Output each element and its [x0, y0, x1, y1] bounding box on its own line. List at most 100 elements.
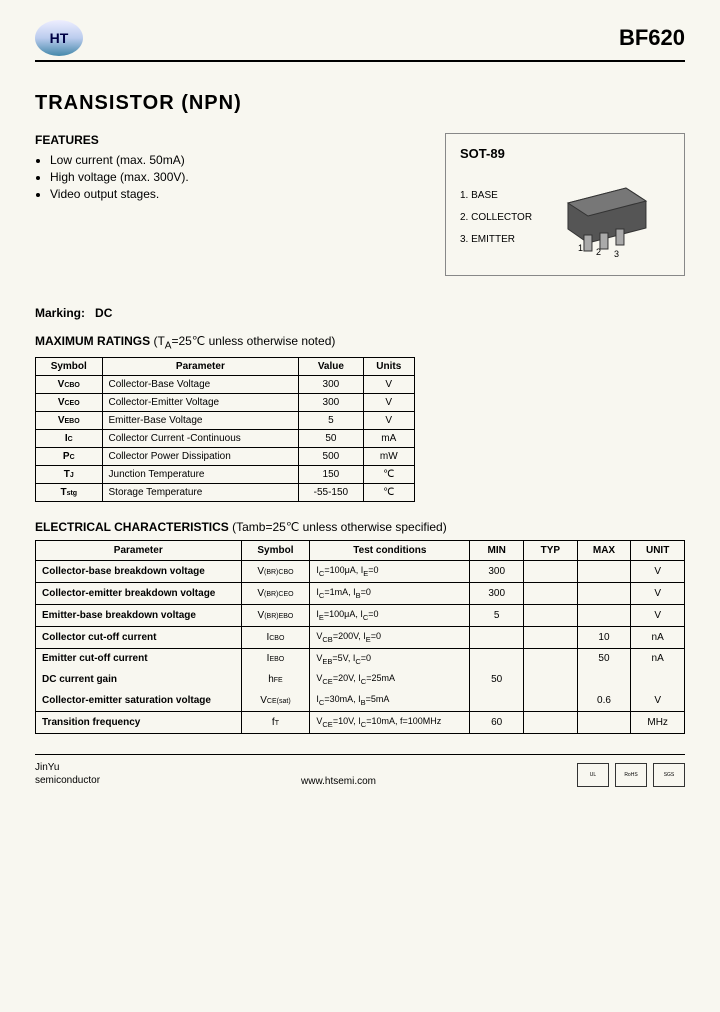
symbol-cell: V(BR)CEO	[241, 583, 310, 605]
param-cell: Emitter cut-off current	[36, 648, 242, 669]
min-cell: 300	[470, 583, 524, 605]
electrical-heading: ELECTRICAL CHARACTERISTICS (Tamb=25℃ unl…	[35, 520, 685, 534]
table-row: Collector cut-off current ICBO VCB=200V,…	[36, 626, 685, 648]
footer-url: www.htsemi.com	[301, 776, 376, 787]
table-row: IC Collector Current -Continuous 50 mA	[36, 430, 415, 448]
features-heading: FEATURES	[35, 133, 425, 147]
pin-label: 1. BASE	[460, 185, 532, 207]
pin-label: 3. EMITTER	[460, 229, 532, 251]
max-cell	[577, 561, 631, 583]
table-row: TJ Junction Temperature 150 ℃	[36, 466, 415, 484]
table-row: Collector-base breakdown voltage V(BR)CB…	[36, 561, 685, 583]
footer-badges: UL RoHS SGS	[577, 763, 685, 787]
unit-cell: MHz	[631, 711, 685, 733]
page-header: HT BF620	[35, 20, 685, 62]
feature-item: High voltage (max. 300V).	[50, 170, 425, 184]
min-cell	[470, 626, 524, 648]
col-parameter: Parameter	[102, 358, 299, 376]
symbol-cell: PC	[36, 448, 103, 466]
svg-text:2: 2	[596, 247, 601, 257]
condition-cell: VEB=5V, IC=0	[310, 648, 470, 669]
datasheet-page: HT BF620 TRANSISTOR (NPN) FEATURES Low c…	[0, 0, 720, 980]
value-cell: 500	[299, 448, 363, 466]
typ-cell	[524, 561, 578, 583]
symbol-cell: V(BR)EBO	[241, 604, 310, 626]
typ-cell	[524, 669, 578, 690]
col-symbol: Symbol	[36, 358, 103, 376]
typ-cell	[524, 711, 578, 733]
min-cell	[470, 690, 524, 711]
param-cell: Transition frequency	[36, 711, 242, 733]
param-cell: Collector Current -Continuous	[102, 430, 299, 448]
condition-cell: IC=100μA, IE=0	[310, 561, 470, 583]
unit-cell: ℃	[363, 484, 414, 502]
value-cell: 50	[299, 430, 363, 448]
top-section: FEATURES Low current (max. 50mA) High vo…	[35, 133, 685, 276]
condition-cell: IE=100μA, IC=0	[310, 604, 470, 626]
value-cell: 5	[299, 412, 363, 430]
symbol-cell: IEBO	[241, 648, 310, 669]
value-cell: -55-150	[299, 484, 363, 502]
param-cell: Collector-Emitter Voltage	[102, 394, 299, 412]
typ-cell	[524, 648, 578, 669]
page-title: TRANSISTOR (NPN)	[35, 92, 685, 115]
table-row: VCEO Collector-Emitter Voltage 300 V	[36, 394, 415, 412]
pin-label: 2. COLLECTOR	[460, 207, 532, 229]
condition-cell: VCE=10V, IC=10mA, f=100MHz	[310, 711, 470, 733]
package-drawing: 1 2 3	[542, 173, 670, 263]
col-value: Value	[299, 358, 363, 376]
max-cell: 10	[577, 626, 631, 648]
max-cell	[577, 583, 631, 605]
symbol-cell: VCBO	[36, 376, 103, 394]
min-cell: 60	[470, 711, 524, 733]
typ-cell	[524, 583, 578, 605]
rohs-badge: RoHS	[615, 763, 647, 787]
sgs-badge: SGS	[653, 763, 685, 787]
condition-cell: VCE=20V, IC=25mA	[310, 669, 470, 690]
unit-cell: V	[631, 583, 685, 605]
symbol-cell: ICBO	[241, 626, 310, 648]
part-number: BF620	[619, 25, 685, 51]
unit-cell: nA	[631, 648, 685, 669]
typ-cell	[524, 690, 578, 711]
value-cell: 300	[299, 394, 363, 412]
unit-cell: ℃	[363, 466, 414, 484]
symbol-cell: V(BR)CBO	[241, 561, 310, 583]
marking-line: Marking: DC	[35, 306, 685, 320]
marking-code: DC	[95, 306, 112, 320]
symbol-cell: Tstg	[36, 484, 103, 502]
param-cell: Storage Temperature	[102, 484, 299, 502]
table-row: VEBO Emitter-Base Voltage 5 V	[36, 412, 415, 430]
symbol-cell: VCEO	[36, 394, 103, 412]
table-row: Emitter-base breakdown voltage V(BR)EBO …	[36, 604, 685, 626]
feature-item: Video output stages.	[50, 187, 425, 201]
max-cell: 0.6	[577, 690, 631, 711]
param-cell: Collector-Base Voltage	[102, 376, 299, 394]
param-cell: Collector cut-off current	[36, 626, 242, 648]
symbol-cell: fT	[241, 711, 310, 733]
condition-cell: IC=30mA, IB=5mA	[310, 690, 470, 711]
unit-cell: V	[631, 561, 685, 583]
footer-company: JinYu semiconductor	[35, 761, 100, 787]
table-row: Tstg Storage Temperature -55-150 ℃	[36, 484, 415, 502]
param-cell: Emitter-Base Voltage	[102, 412, 299, 430]
unit-cell: V	[631, 690, 685, 711]
unit-cell: mA	[363, 430, 414, 448]
table-row: Collector-emitter breakdown voltage V(BR…	[36, 583, 685, 605]
param-cell: Collector-emitter saturation voltage	[36, 690, 242, 711]
unit-cell: V	[363, 412, 414, 430]
feature-item: Low current (max. 50mA)	[50, 153, 425, 167]
unit-cell: V	[363, 376, 414, 394]
package-diagram-box: SOT-89 1. BASE 2. COLLECTOR 3. EMITTER 1…	[445, 133, 685, 276]
symbol-cell: TJ	[36, 466, 103, 484]
param-cell: Emitter-base breakdown voltage	[36, 604, 242, 626]
electrical-table: Parameter Symbol Test conditions MIN TYP…	[35, 540, 685, 733]
ratings-heading: MAXIMUM RATINGS (TA=25℃ unless otherwise…	[35, 334, 685, 351]
min-cell: 50	[470, 669, 524, 690]
logo-text: HT	[50, 30, 69, 46]
max-cell: 50	[577, 648, 631, 669]
unit-cell: V	[363, 394, 414, 412]
condition-cell: VCB=200V, IE=0	[310, 626, 470, 648]
table-row: Emitter cut-off current IEBO VEB=5V, IC=…	[36, 648, 685, 669]
table-header-row: Parameter Symbol Test conditions MIN TYP…	[36, 541, 685, 561]
